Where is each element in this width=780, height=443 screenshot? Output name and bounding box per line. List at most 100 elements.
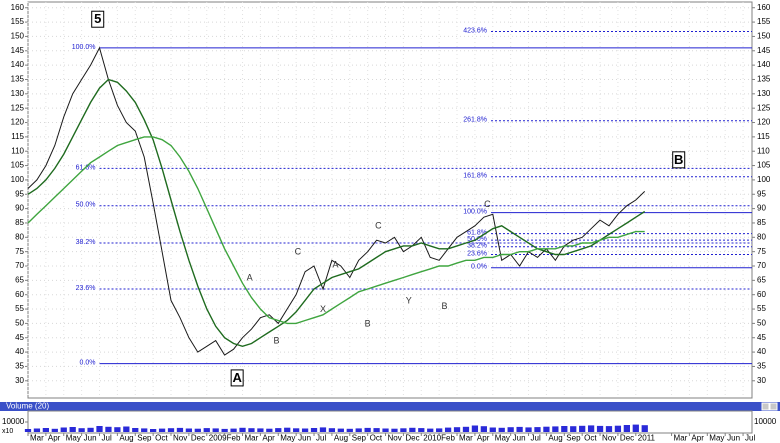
x-tick-label: Sep (352, 434, 367, 443)
x-tick-label: May (280, 434, 295, 443)
x-tick-label: Apr (48, 434, 61, 443)
y-tick-label: 90 (757, 204, 766, 213)
volume-bar (132, 428, 139, 432)
x-tick-label: 2011 (638, 434, 656, 443)
x-tick-label: Jul (531, 434, 541, 443)
x-tick-label: Jun (298, 434, 311, 443)
volume-bar (632, 424, 639, 432)
volume-bar (51, 428, 58, 432)
wave-label: A (232, 370, 242, 385)
x-tick-label: Mar (30, 434, 44, 443)
y-tick-label: 50 (15, 319, 24, 328)
y-tick-label: 105 (11, 161, 25, 170)
y-tick-label: 50 (757, 319, 766, 328)
x-tick-label: 2009 (209, 434, 227, 443)
fib-label: 0.0% (80, 359, 96, 366)
y-tick-label: 80 (15, 232, 24, 241)
x-tick-label: Nov (388, 434, 402, 443)
x-tick-label: May (66, 434, 81, 443)
y-tick-label: 100 (11, 175, 25, 184)
wave-label: B (365, 318, 371, 328)
x-tick-label: Sep (137, 434, 152, 443)
volume-bar (69, 427, 76, 432)
y-tick-label: 60 (15, 290, 24, 299)
y-tick-label: 145 (11, 46, 25, 55)
y-tick-label: 90 (15, 204, 24, 213)
volume-multiplier: x10 (2, 428, 13, 435)
y-tick-label: 65 (15, 275, 24, 284)
volume-bar (167, 428, 175, 432)
y-tick-label: 155 (757, 17, 771, 26)
y-tick-label: 135 (11, 75, 25, 84)
y-tick-label: 45 (15, 333, 24, 342)
wave-label: B (273, 335, 279, 345)
y-tick-label: 105 (757, 161, 771, 170)
volume-bar (185, 428, 193, 432)
y-tick-label: 120 (11, 118, 25, 127)
wave-label: A (247, 272, 253, 282)
volume-bar (364, 427, 371, 432)
volume-bar (516, 426, 523, 432)
volume-bar (96, 426, 103, 432)
volume-bar (641, 425, 648, 432)
wave-label: B (442, 301, 448, 311)
y-tick-label: 95 (15, 189, 24, 198)
x-tick-label: Jun (84, 434, 97, 443)
volume-bar (382, 428, 389, 432)
x-tick-label: Jun (727, 434, 740, 443)
y-tick-label: 110 (11, 146, 24, 155)
x-tick-label: Apr (477, 434, 490, 443)
volume-bar (42, 428, 50, 432)
volume-bar (543, 426, 550, 432)
y-tick-label: 35 (15, 362, 24, 371)
fib-label: 50.0% (76, 202, 96, 209)
x-tick-label: Jul (316, 434, 326, 443)
y-tick-label: 125 (11, 103, 25, 112)
wave-label-box (230, 369, 244, 387)
fib-label: 38.2% (76, 239, 96, 246)
y-tick-label: 85 (757, 218, 766, 227)
volume-bar (105, 426, 112, 432)
y-tick-label: 160 (11, 3, 25, 12)
volume-bar (194, 428, 201, 432)
volume-bar (453, 427, 461, 432)
y-tick-label: 160 (757, 3, 771, 12)
x-tick-label: Dec (620, 434, 634, 443)
panel-button[interactable] (761, 402, 770, 411)
y-tick-label: 85 (15, 218, 24, 227)
y-tick-label: 145 (757, 46, 771, 55)
volume-bar (427, 428, 434, 432)
volume-tick-label: 10000 (754, 417, 777, 426)
volume-bar (293, 428, 300, 432)
wave-label: B (674, 152, 683, 167)
y-tick-label: 80 (757, 232, 766, 241)
volume-bar (400, 428, 407, 432)
volume-bar (346, 428, 353, 432)
fib-label: 38.2% (467, 243, 487, 250)
volume-bar (230, 428, 237, 432)
volume-bar (462, 426, 470, 432)
y-tick-label: 115 (757, 132, 770, 141)
fib-label: 23.6% (467, 250, 487, 257)
x-tick-label: Oct (584, 434, 597, 443)
volume-bar (498, 427, 505, 432)
y-tick-label: 150 (11, 32, 25, 41)
volume-bar (212, 428, 219, 432)
volume-bar (587, 425, 595, 432)
volume-bar (114, 427, 121, 432)
y-tick-label: 95 (757, 189, 766, 198)
wave-label: X (320, 304, 326, 314)
y-tick-label: 140 (757, 60, 771, 69)
y-tick-label: 30 (757, 376, 766, 385)
volume-bar (596, 425, 604, 432)
volume-bar (33, 428, 41, 432)
volume-bar (284, 427, 291, 432)
panel-button[interactable] (769, 402, 778, 411)
volume-tick-label: 10000 (2, 417, 25, 426)
x-tick-label: Jul (102, 434, 112, 443)
volume-bar (570, 426, 577, 432)
volume-bar (623, 425, 630, 432)
volume-bar (203, 428, 210, 432)
x-tick-label: Apr (691, 434, 704, 443)
